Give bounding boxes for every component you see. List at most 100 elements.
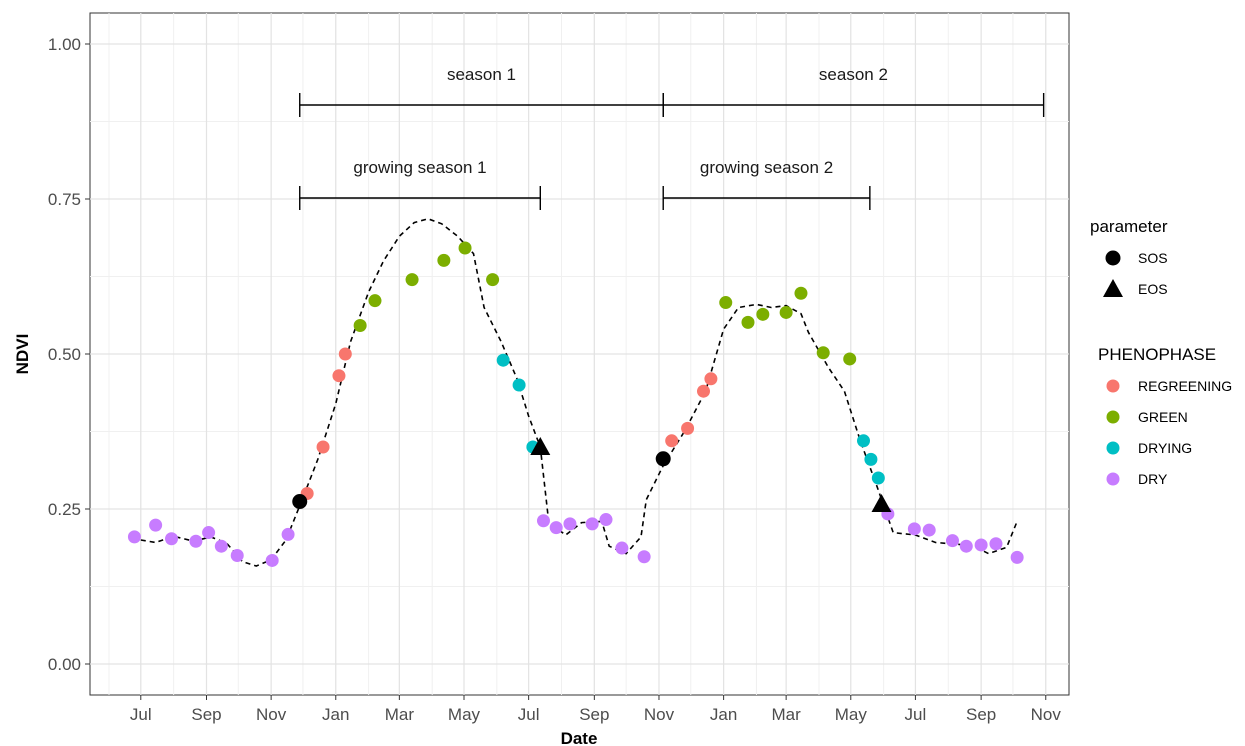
legend-phenophase-label: GREEN: [1138, 409, 1188, 425]
green-point: [405, 273, 419, 287]
legend-parameter-title: parameter: [1090, 217, 1168, 236]
data-points: [127, 241, 1024, 567]
dry-point: [637, 550, 651, 564]
x-axis: Jul Sep Nov Jan Mar May Jul Sep Nov Jan Mar May Jul S…: [130, 695, 1061, 724]
drying-point: [856, 434, 870, 448]
dry-point: [563, 517, 577, 531]
regreening-point: [316, 440, 330, 454]
y-axis: 0.00 0.25 0.50 0.75 1.00: [48, 35, 90, 674]
regreening-point: [338, 347, 352, 361]
legend-regreening-key: [1106, 379, 1120, 393]
green-point: [719, 296, 733, 310]
annotation-label: growing season 2: [700, 158, 833, 177]
y-tick-label: 1.00: [48, 35, 81, 54]
regreening-point: [665, 434, 679, 448]
dry-point: [202, 526, 216, 540]
legend-phenophase-label: DRY: [1138, 471, 1168, 487]
dry-point: [189, 534, 203, 548]
dry-point: [149, 518, 163, 532]
y-axis-label: NDVI: [13, 334, 32, 375]
green-point: [843, 352, 857, 366]
green-point: [741, 315, 755, 329]
dry-point: [599, 513, 613, 527]
drying-point: [512, 378, 526, 392]
x-tick-label: Jan: [710, 705, 737, 724]
annotation-label: growing season 1: [353, 158, 486, 177]
major-gridlines: [90, 13, 1069, 695]
smoothed-ndvi-line: [140, 217, 1018, 567]
y-tick-label: 0.00: [48, 655, 81, 674]
season-annotations: season 1 season 2 growing season 1 growing …: [299, 65, 1045, 210]
dry-point: [549, 521, 563, 535]
dry-point: [615, 541, 629, 555]
dry-point: [214, 539, 228, 553]
legend-phenophase-title: PHENOPHASE: [1098, 345, 1216, 364]
dry-point: [536, 514, 550, 528]
dry-point: [281, 527, 295, 541]
dry-point: [230, 549, 244, 562]
dry-point: [974, 538, 988, 552]
legend-dry-key: [1106, 472, 1120, 486]
dry-point: [127, 530, 141, 544]
legend-green-key: [1106, 410, 1120, 424]
legend-parameter-label: EOS: [1138, 281, 1168, 297]
dry-point: [265, 553, 279, 567]
annotation-label: season 1: [447, 65, 516, 84]
x-tick-label: Sep: [579, 705, 609, 724]
regreening-point: [696, 384, 710, 398]
annotation-growing-season-2: growing season 2: [662, 158, 871, 210]
x-tick-label: Nov: [644, 705, 675, 724]
green-point: [794, 286, 808, 300]
dry-point: [585, 517, 599, 531]
x-tick-label: May: [835, 705, 868, 724]
dry-point: [922, 523, 936, 537]
dry-point: [907, 522, 921, 536]
eos-point: [871, 494, 892, 513]
legend-eos-key: [1103, 279, 1123, 297]
x-tick-label: Sep: [191, 705, 221, 724]
green-point: [353, 318, 367, 332]
x-tick-label: Sep: [966, 705, 996, 724]
dry-point: [946, 534, 960, 548]
y-tick-label: 0.75: [48, 190, 81, 209]
annotation-growing-season-1: growing season 1: [299, 158, 541, 210]
green-point: [368, 294, 382, 308]
x-tick-label: Jan: [322, 705, 349, 724]
eos-point: [530, 437, 551, 455]
annotation-season-1: season 1: [299, 65, 664, 117]
dry-point: [165, 532, 179, 546]
drying-point: [871, 471, 885, 485]
legend-phenophase-label: REGREENING: [1138, 378, 1232, 394]
smoothed-line: [140, 217, 1018, 567]
x-tick-label: Jul: [130, 705, 152, 724]
x-tick-label: Nov: [256, 705, 287, 724]
x-tick-label: Jul: [905, 705, 927, 724]
x-tick-label: Mar: [385, 705, 415, 724]
legend-sos-key: [1105, 250, 1121, 266]
annotation-label: season 2: [819, 65, 888, 84]
x-tick-label: Mar: [771, 705, 801, 724]
regreening-point: [704, 372, 718, 386]
sos-point: [292, 494, 308, 510]
x-axis-label: Date: [561, 729, 598, 746]
drying-point: [496, 353, 510, 367]
annotation-season-2: season 2: [662, 65, 1045, 117]
green-point: [458, 241, 472, 255]
legend-phenophase-label: DRYING: [1138, 440, 1192, 456]
dry-point: [1010, 550, 1024, 564]
green-point: [756, 307, 770, 321]
y-tick-label: 0.25: [48, 500, 81, 519]
legend-parameter-label: SOS: [1138, 250, 1168, 266]
green-point: [816, 346, 830, 360]
green-point: [486, 273, 500, 287]
dry-point: [989, 537, 1003, 551]
legend: parameter SOS EOS PHENOPHASE REGREENING GREEN…: [1090, 217, 1232, 487]
green-point: [437, 253, 451, 267]
drying-point: [864, 452, 878, 466]
green-point: [779, 305, 793, 319]
regreening-point: [681, 421, 695, 435]
x-tick-label: May: [448, 705, 481, 724]
x-tick-label: Nov: [1031, 705, 1062, 724]
y-tick-label: 0.50: [48, 345, 81, 364]
